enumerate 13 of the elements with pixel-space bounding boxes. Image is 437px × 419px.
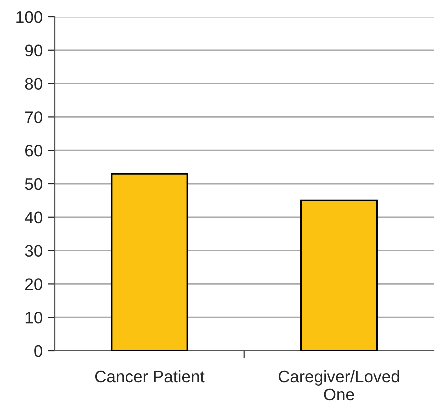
y-tick-label: 70	[26, 112, 43, 124]
y-tick-label: 90	[25, 44, 43, 57]
x-tick-label: Caregiver/Loved One	[278, 370, 400, 401]
y-tick-label: 40	[25, 212, 43, 224]
y-tick-label: 50	[25, 178, 43, 190]
y-tick-label: 10	[26, 312, 43, 324]
y-tick-label: 80	[25, 78, 43, 90]
x-tick-label: Cancer Patient	[95, 370, 205, 383]
y-tick-label: 0	[34, 345, 43, 358]
y-tick-label: 20	[25, 278, 43, 290]
y-tick-label: 100	[16, 11, 43, 24]
y-tick-label: 30	[25, 245, 43, 258]
y-tick-label: 60	[26, 145, 43, 157]
